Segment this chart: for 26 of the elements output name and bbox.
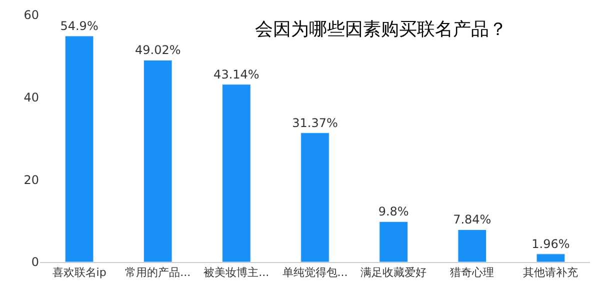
data-label: 9.8%	[378, 204, 409, 219]
x-tick-label: 被美妆博主...	[204, 266, 270, 280]
x-tick-label: 其他请补充	[523, 266, 578, 280]
y-tick-label: 20	[24, 172, 39, 187]
data-label: 54.9%	[60, 19, 98, 33]
data-label: 7.84%	[453, 212, 492, 227]
bar	[64, 36, 94, 262]
x-tick-label: 满足收藏爱好	[360, 266, 427, 280]
x-tick-label: 常用的产品...	[125, 266, 191, 280]
y-tick-label: 40	[24, 90, 39, 105]
y-tick-label: 0	[31, 255, 39, 270]
y-tick-label: 60	[24, 8, 39, 22]
x-tick-label: 单纯觉得包...	[282, 266, 348, 280]
data-label: 1.96%	[532, 236, 570, 251]
x-tick-label: 喜欢联名ip	[52, 266, 106, 280]
data-label: 49.02%	[134, 43, 181, 58]
bar	[143, 60, 172, 262]
data-label: 31.37%	[292, 116, 338, 130]
bar	[222, 84, 251, 262]
bar	[536, 254, 566, 262]
chart-title: 会因为哪些因素购买联名产品？	[255, 19, 507, 40]
bar	[379, 221, 408, 262]
bar	[458, 229, 487, 262]
x-tick-label: 猎奇心理	[450, 266, 494, 280]
data-label: 43.14%	[214, 67, 260, 82]
bar	[300, 132, 330, 262]
